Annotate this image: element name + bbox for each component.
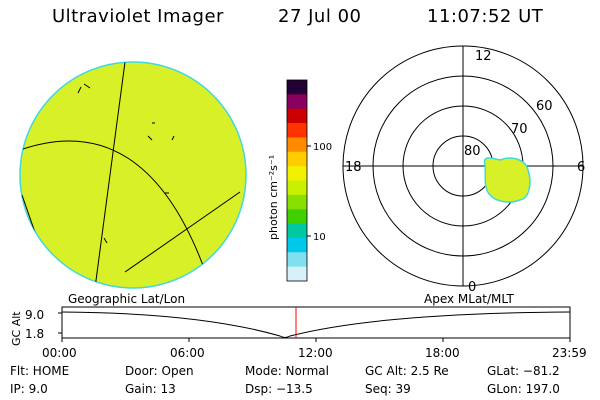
- orbit-y-tick-top: 9.0: [25, 308, 44, 322]
- mlt-label-18: 18: [345, 160, 362, 175]
- mlat-label-70: 70: [511, 122, 528, 137]
- geographic-panel-label: Geographic Lat/Lon: [68, 292, 185, 306]
- orbit-altitude-plot: Geographic Lat/Lon Apex MLat/MLT GC Alt …: [10, 292, 587, 360]
- meridian-line: [94, 62, 126, 288]
- mlt-label-6: 6: [577, 160, 585, 175]
- latitude-circle: [20, 140, 211, 286]
- colorbar-cell: [287, 266, 307, 282]
- auroral-emission-patch: [483, 157, 531, 203]
- colorbar-cell: [287, 166, 307, 181]
- colorbar-cell: [287, 237, 307, 253]
- geographic-image: [19, 61, 247, 289]
- colorbar: 100 10 photon cm⁻²s⁻¹: [267, 79, 332, 282]
- status-glat: GLat: −81.2: [487, 364, 560, 378]
- colorbar-cell: [287, 151, 307, 167]
- orbit-x-tick-2359: 23:59: [552, 346, 587, 360]
- mlt-label-12: 12: [475, 49, 492, 64]
- mlt-label-0: 0: [468, 280, 476, 295]
- mlat-label-60: 60: [536, 99, 553, 114]
- colorbar-frame: [286, 79, 308, 282]
- geographic-grid: [20, 62, 241, 288]
- altitude-curve: [61, 311, 571, 338]
- orbit-x-tick-0600: 06:00: [170, 346, 205, 360]
- colorbar-tick-label-100: 100: [313, 142, 332, 153]
- observation-date: 27 Jul 00: [278, 6, 362, 27]
- polar-plot: [342, 45, 584, 287]
- colorbar-cell: [287, 94, 307, 110]
- colorbar-cell: [287, 180, 307, 196]
- orbit-x-tick-1200: 12:00: [298, 346, 333, 360]
- status-flt: Flt: HOME: [10, 364, 70, 378]
- orbit-x-tick-1800: 18:00: [425, 346, 460, 360]
- status-seq: Seq: 39: [365, 382, 411, 396]
- colorbar-tick-label-10: 10: [313, 232, 326, 243]
- uv-image-disk: [19, 61, 247, 289]
- colorbar-cell: [287, 108, 307, 124]
- instrument-title: Ultraviolet Imager: [52, 6, 224, 27]
- colorbar-cell: [287, 223, 307, 239]
- coastline-fragment: [77, 83, 175, 244]
- colorbar-cell: [287, 209, 307, 225]
- colorbar-cell: [287, 137, 307, 153]
- status-gain: Gain: 13: [125, 382, 176, 396]
- status-glon: GLon: 197.0: [487, 382, 560, 396]
- orbit-y-tick-bottom: 1.8: [25, 327, 44, 341]
- status-mode: Mode: Normal: [245, 364, 329, 378]
- observation-time: 11:07:52 UT: [427, 6, 544, 27]
- mlat-label-80: 80: [464, 144, 481, 159]
- status-gc-alt: GC Alt: 2.5 Re: [365, 364, 449, 378]
- meridian-line: [124, 191, 241, 273]
- colorbar-cell: [287, 194, 307, 210]
- colorbar-cell: [287, 252, 307, 268]
- status-door: Door: Open: [125, 364, 194, 378]
- status-ip: IP: 9.0: [10, 382, 48, 396]
- orbit-plot-frame: [61, 306, 571, 339]
- orbit-x-tick-0000: 00:00: [42, 346, 77, 360]
- colorbar-cell: [287, 80, 307, 95]
- status-dsp: Dsp: −13.5: [245, 382, 313, 396]
- orbit-y-label: GC Alt: [10, 311, 23, 346]
- polar-panel-label: Apex MLat/MLT: [424, 292, 514, 306]
- colorbar-cell: [287, 123, 307, 138]
- colorbar-unit-label: photon cm⁻²s⁻¹: [267, 155, 280, 240]
